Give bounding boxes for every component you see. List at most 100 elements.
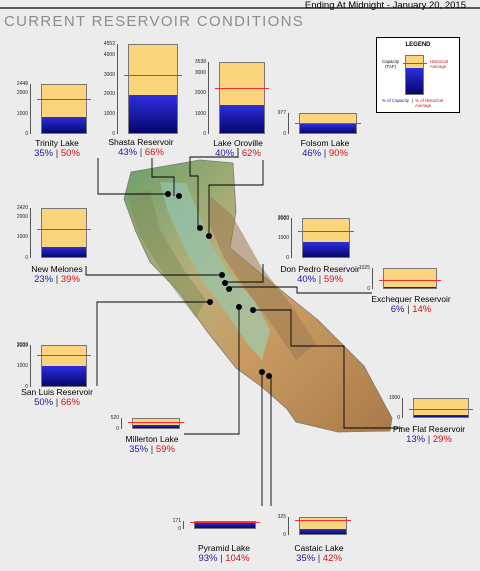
- reservoir-name: Shasta Reservoir: [108, 137, 174, 147]
- axis-tick-label: 2030: [277, 215, 289, 221]
- percent-of-capacity: 35%: [296, 553, 316, 564]
- axis-tick-label: 3538: [194, 59, 206, 65]
- percent-of-historical-average: 14%: [412, 304, 432, 315]
- axis-tick-label: 1000: [388, 395, 400, 401]
- percent-separator: |: [317, 553, 321, 564]
- percent-separator: |: [236, 148, 240, 159]
- axis-tick-label: 2000: [16, 213, 28, 220]
- percent-separator: |: [139, 147, 143, 158]
- historical-average-line: [37, 99, 91, 100]
- reservoir-chart: [402, 398, 477, 418]
- percent-of-capacity: 35%: [34, 148, 54, 159]
- axis-tick-label: 0: [116, 426, 119, 432]
- reservoir-percentages: 13% | 29%: [369, 434, 480, 445]
- axis-tick-label: 1000: [277, 235, 289, 242]
- marker-don-pedro: [222, 280, 228, 286]
- reservoir-name: Millerton Lake: [125, 434, 179, 444]
- reservoir-percentages: 40% | 62%: [178, 148, 298, 159]
- axis-tick-label: 2448: [16, 81, 28, 87]
- percent-of-historical-average: 62%: [241, 148, 261, 159]
- storage-bar: [42, 116, 86, 133]
- reservoir-chart: [288, 517, 355, 535]
- percent-of-historical-average: 42%: [322, 553, 342, 564]
- percent-separator: |: [55, 397, 59, 408]
- legend-title: LEGEND: [405, 42, 431, 48]
- storage-bar: [195, 521, 255, 528]
- marker-new-melones: [219, 272, 225, 278]
- leader-oroville: [189, 148, 239, 228]
- reservoir-chart: [288, 113, 365, 134]
- reservoir-name: San Luis Reservoir: [21, 387, 93, 397]
- reservoir-chart: [30, 84, 95, 134]
- axis-tick-label: 0: [112, 131, 115, 137]
- axis-tick-label: 2000: [16, 90, 28, 97]
- axis-tick-label: 1000: [103, 111, 115, 118]
- leader-trinity: [97, 158, 168, 195]
- percent-of-capacity: 40%: [215, 148, 235, 159]
- reservoir-chart: [121, 418, 188, 429]
- legend-pct-capacity-label: % of Capacity: [381, 98, 409, 103]
- leader-new-melones: [85, 266, 222, 276]
- axis-tick-label: 1000: [16, 363, 28, 370]
- axis-tick-label: 0: [283, 532, 286, 538]
- storage-bar: [300, 124, 356, 133]
- percent-of-historical-average: 39%: [60, 274, 80, 285]
- axis-tick-label: 0: [25, 384, 28, 390]
- marker-shasta: [176, 193, 182, 199]
- legend-pct-historical-label: % of Historical Average: [415, 98, 444, 108]
- reservoir-percentages: 23% | 39%: [0, 274, 117, 285]
- axis-tick-label: 0: [367, 286, 370, 292]
- storage-bar: [133, 425, 179, 428]
- percent-separator: |: [55, 274, 59, 285]
- reservoir-name: New Melones: [31, 264, 83, 274]
- percent-of-capacity: 93%: [198, 553, 218, 564]
- historical-average-line: [128, 422, 184, 424]
- percent-separator: |: [407, 304, 410, 315]
- percent-separator: |: [427, 434, 431, 445]
- reservoir-chart: [30, 208, 95, 258]
- axis-tick-label: 0: [25, 255, 28, 261]
- percent-of-capacity: 46%: [302, 148, 322, 159]
- central-valley: [160, 182, 270, 360]
- legend: LEGEND Capacity (TAF) Historical Average…: [376, 37, 460, 113]
- reservoir-percentages: 6% | 14%: [351, 304, 471, 315]
- percent-separator: |: [220, 553, 223, 564]
- percent-of-capacity: 23%: [34, 274, 54, 285]
- axis-tick-label: 1000: [194, 110, 206, 117]
- reservoir-percentages: 43% | 66%: [81, 147, 201, 158]
- axis-tick-label: 977: [277, 110, 286, 116]
- storage-bar: [220, 105, 264, 133]
- historical-average-line: [409, 409, 473, 411]
- leader-don-pedro: [225, 264, 264, 283]
- historical-average-line: [295, 520, 351, 521]
- reservoir-name: Lake Oroville: [213, 138, 263, 148]
- coast-range: [128, 190, 206, 318]
- storage-bar: [303, 242, 349, 257]
- page-title: CURRENT RESERVOIR CONDITIONS: [4, 13, 305, 30]
- percent-of-capacity: 35%: [129, 444, 149, 455]
- top-rule: [0, 7, 480, 9]
- leader-millerton: [184, 306, 240, 435]
- reservoir-name: Folsom Lake: [300, 138, 350, 148]
- legend-historical-label: Historical Average: [430, 59, 449, 69]
- historical-average-line: [124, 75, 182, 77]
- historical-average-line: [37, 355, 91, 357]
- axis-tick-label: 1025: [358, 265, 370, 271]
- reservoir-percentages: 50% | 66%: [0, 397, 117, 408]
- percent-of-historical-average: 66%: [144, 147, 164, 158]
- percent-of-capacity: 13%: [406, 434, 426, 445]
- legend-storage-bar: [406, 68, 423, 94]
- axis-tick-label: 2000: [103, 91, 115, 98]
- axis-tick-label: 2039: [16, 342, 28, 348]
- reservoir-chart: [208, 62, 273, 134]
- axis-tick-label: 171: [172, 518, 181, 524]
- leader-exchequer: [229, 286, 372, 294]
- axis-tick-label: 0: [203, 131, 206, 137]
- reservoir-chart: [117, 44, 186, 134]
- axis-tick-label: 2000: [16, 342, 28, 349]
- percent-of-capacity: 43%: [118, 147, 138, 158]
- percent-of-historical-average: 104%: [225, 553, 250, 564]
- percent-of-capacity: 50%: [34, 397, 54, 408]
- reservoir-chart: [30, 345, 95, 387]
- leader-folsom: [208, 160, 264, 236]
